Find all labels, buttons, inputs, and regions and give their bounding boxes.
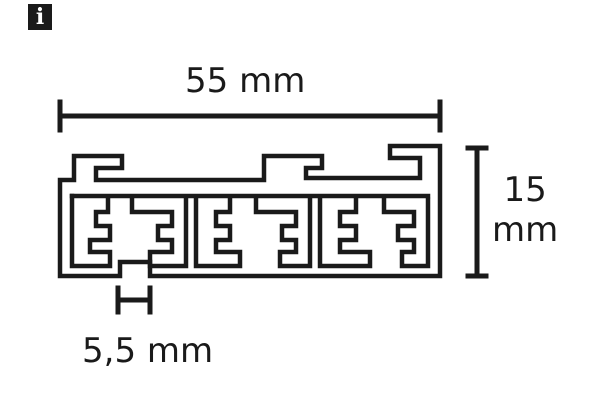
slot-width-label: 5,5 mm [82, 331, 214, 371]
rail-profile [57, 143, 443, 279]
width-dimension-line [57, 99, 443, 133]
height-value: 15 [503, 170, 547, 210]
info-badge: i [28, 4, 52, 30]
width-label: 55 mm [185, 61, 306, 101]
height-label: 15 mm [492, 170, 558, 250]
height-dimension-line [465, 145, 489, 279]
slot-dimension-line [115, 285, 153, 315]
height-unit: mm [492, 210, 559, 250]
